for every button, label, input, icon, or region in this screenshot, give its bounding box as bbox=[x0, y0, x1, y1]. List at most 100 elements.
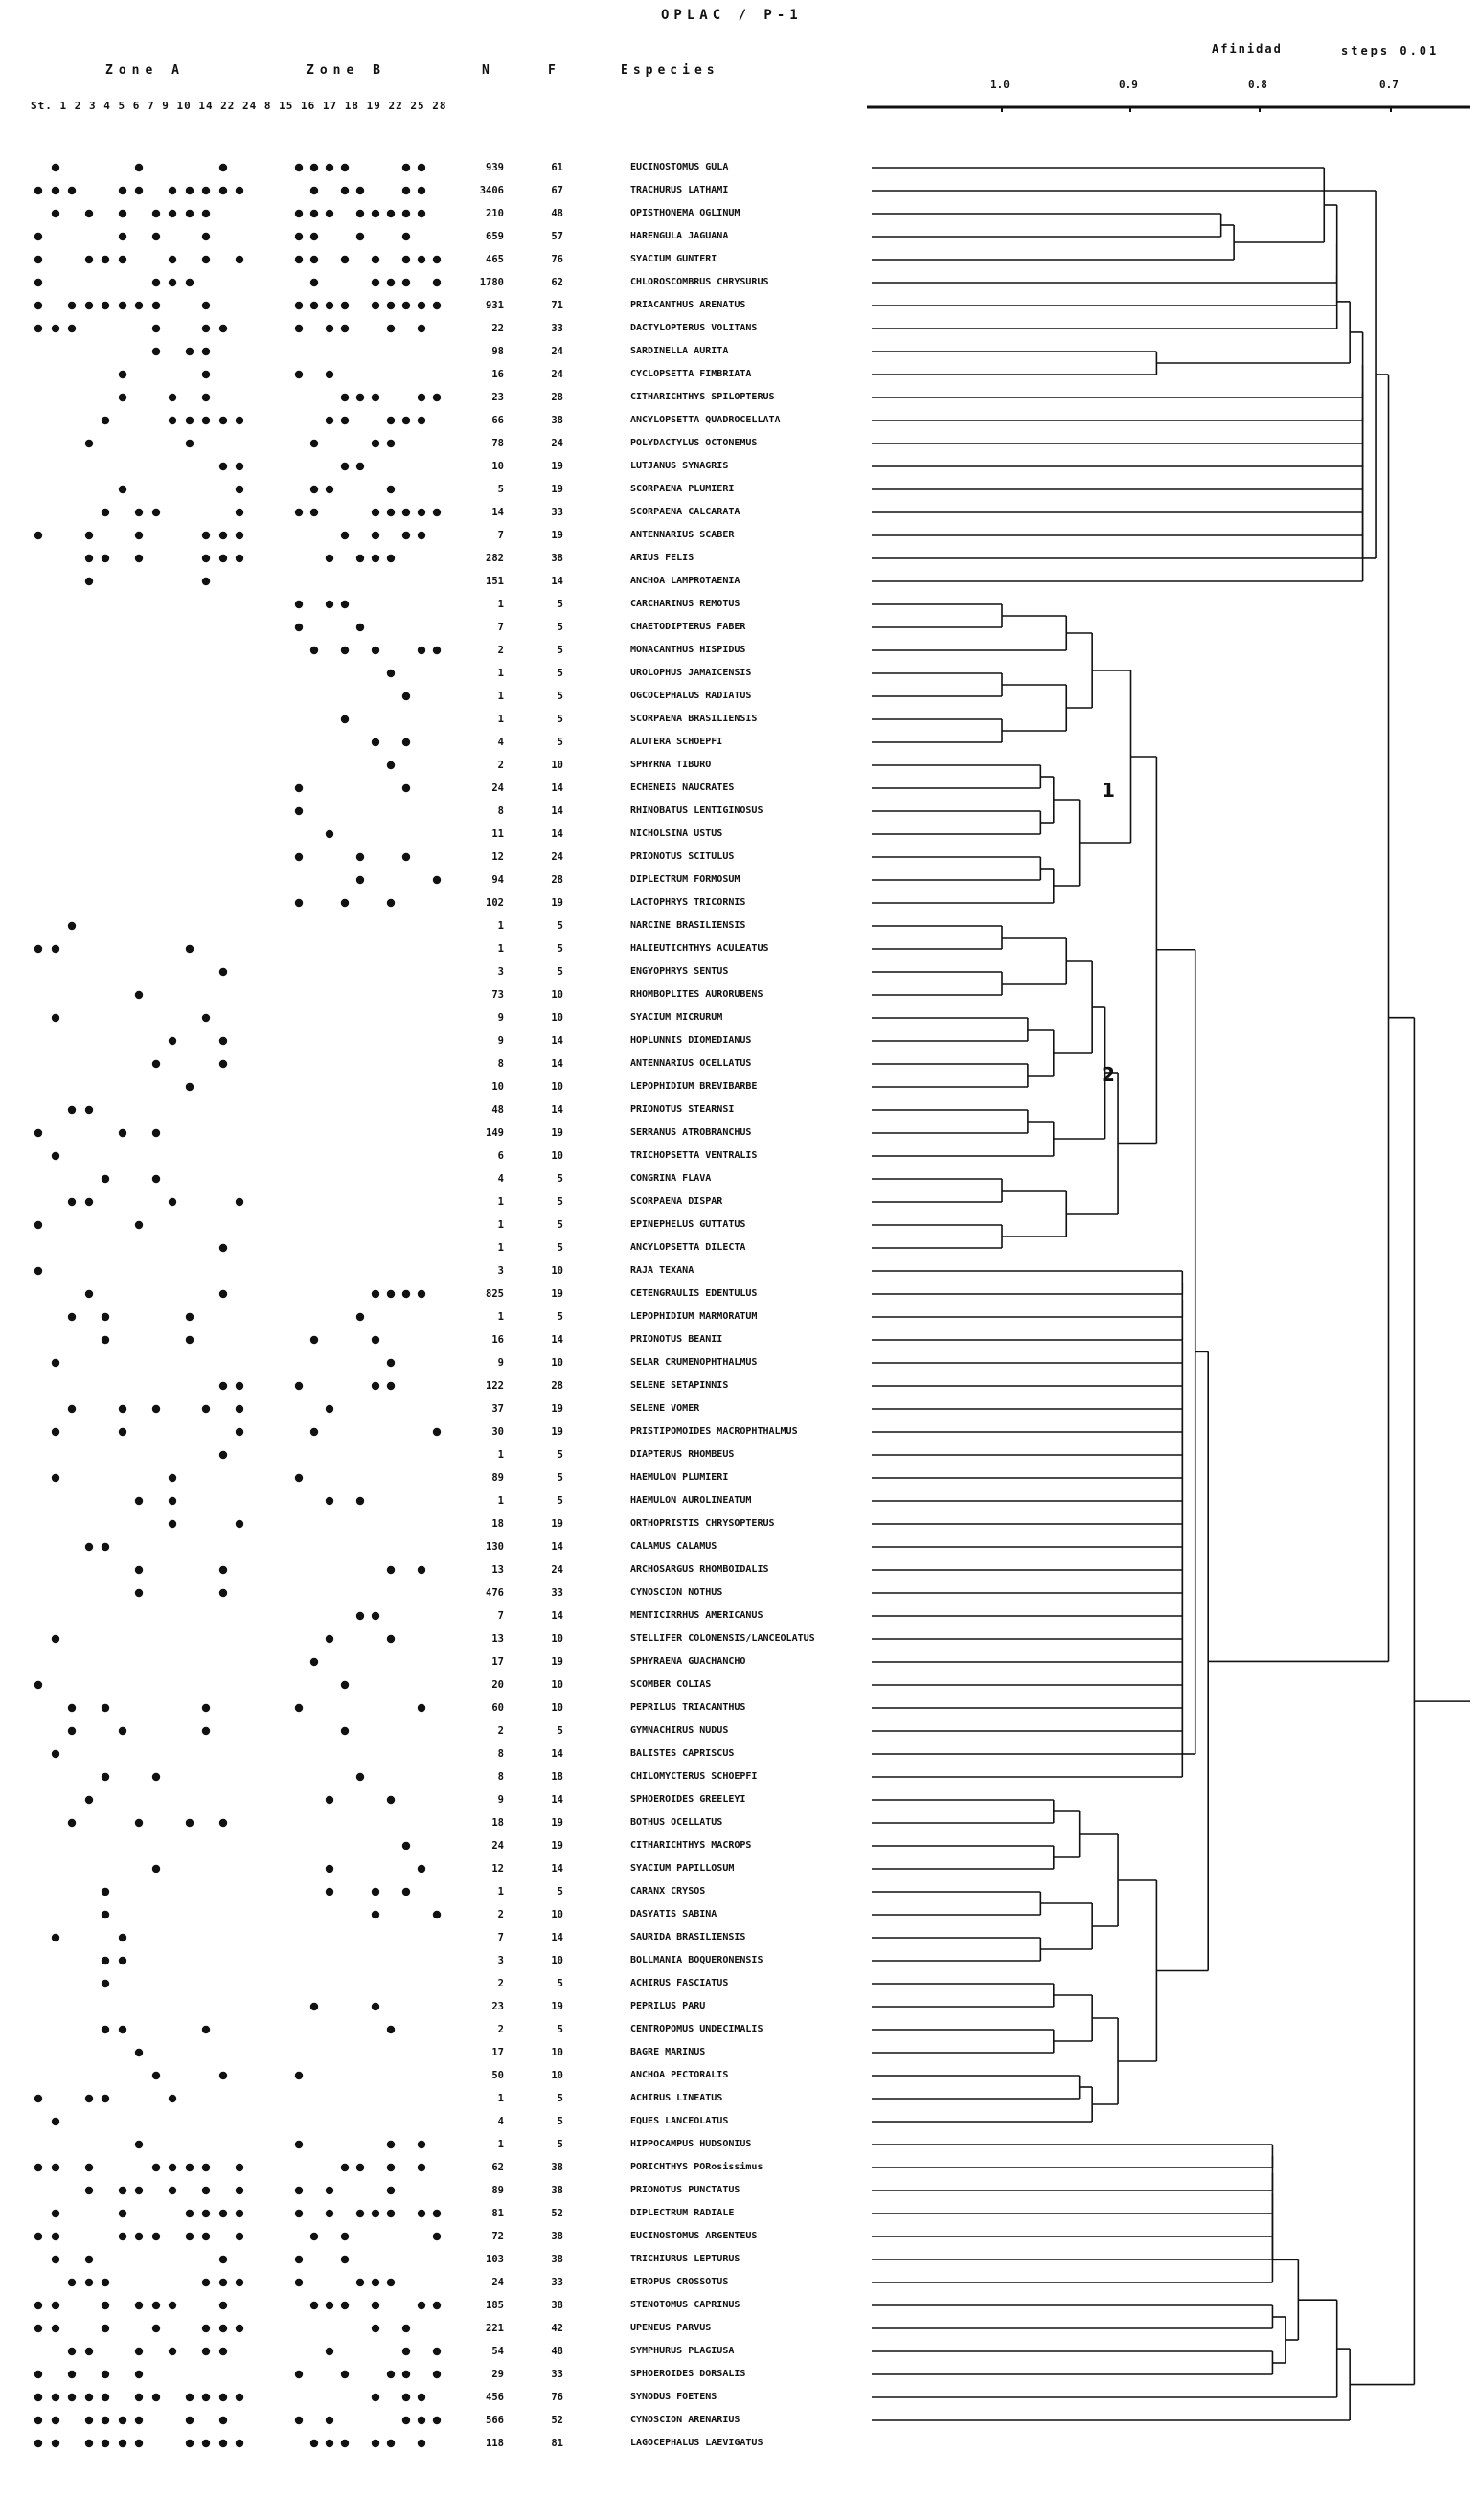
species-name: CHLOROSCOMBRUS CHRYSURUS bbox=[630, 277, 769, 287]
presence-dot bbox=[67, 921, 77, 931]
presence-dot bbox=[201, 232, 211, 241]
presence-dot bbox=[101, 2025, 110, 2034]
presence-dot bbox=[218, 1588, 228, 1598]
species-name: CYCLOPSETTA FIMBRIATA bbox=[630, 369, 752, 379]
presence-dot bbox=[309, 278, 319, 287]
presence-dot bbox=[151, 2393, 161, 2402]
frequency-f: 24 bbox=[551, 1564, 563, 1576]
affinity-header: Afinidad bbox=[1212, 42, 1283, 56]
species-name: OGCOCEPHALUS RADIATUS bbox=[630, 691, 752, 701]
species-name: SAURIDA BRASILIENSIS bbox=[630, 1932, 746, 1942]
presence-dot bbox=[340, 2163, 350, 2172]
presence-dot bbox=[51, 1749, 60, 1759]
presence-dot bbox=[386, 761, 396, 770]
species-name: HOPLUNNIS DIOMEDIANUS bbox=[630, 1035, 752, 1046]
presence-dot bbox=[401, 692, 411, 701]
count-n: 825 bbox=[486, 1288, 504, 1300]
presence-dot bbox=[185, 2209, 194, 2218]
presence-dot bbox=[67, 1105, 77, 1115]
presence-dot bbox=[218, 554, 228, 563]
frequency-f: 19 bbox=[551, 1127, 563, 1139]
presence-dot bbox=[201, 531, 211, 540]
count-n: 37 bbox=[491, 1403, 504, 1415]
presence-dot bbox=[34, 2324, 43, 2333]
count-n: 12 bbox=[491, 851, 504, 863]
presence-dot bbox=[294, 163, 304, 172]
frequency-f: 10 bbox=[551, 2070, 563, 2081]
presence-dot bbox=[84, 554, 94, 563]
presence-dot bbox=[151, 347, 161, 356]
presence-dot bbox=[386, 1795, 396, 1805]
presence-dot bbox=[417, 2140, 426, 2149]
count-n: 62 bbox=[491, 2162, 504, 2173]
presence-dot bbox=[51, 1013, 60, 1023]
species-name: SPHOEROIDES DORSALIS bbox=[630, 2369, 746, 2379]
frequency-f: 14 bbox=[551, 806, 563, 817]
presence-dot bbox=[401, 1887, 411, 1896]
presence-dot bbox=[134, 2232, 144, 2241]
presence-dot bbox=[201, 2025, 211, 2034]
count-n: 20 bbox=[491, 1679, 504, 1691]
presence-dot bbox=[325, 1887, 334, 1896]
presence-dot bbox=[235, 2278, 244, 2287]
presence-dot bbox=[401, 2393, 411, 2402]
presence-dot bbox=[218, 462, 228, 471]
frequency-f: 71 bbox=[551, 300, 563, 311]
presence-dot bbox=[84, 2347, 94, 2356]
presence-dot bbox=[294, 2255, 304, 2264]
count-n: 7 bbox=[497, 1610, 504, 1622]
presence-dot bbox=[417, 1565, 426, 1575]
presence-dot bbox=[201, 2278, 211, 2287]
count-n: 22 bbox=[491, 323, 504, 334]
species-name: LEPOPHIDIUM MARMORATUM bbox=[630, 1311, 758, 1322]
count-n: 13 bbox=[491, 1633, 504, 1645]
presence-dot bbox=[386, 209, 396, 218]
species-name: BAGRE MARINUS bbox=[630, 2047, 706, 2057]
presence-dot bbox=[34, 232, 43, 241]
species-name: NARCINE BRASILIENSIS bbox=[630, 920, 746, 931]
frequency-f: 14 bbox=[551, 829, 563, 840]
presence-dot bbox=[309, 232, 319, 241]
frequency-f: 5 bbox=[557, 1242, 563, 1254]
presence-dot bbox=[340, 2370, 350, 2379]
presence-dot bbox=[51, 1427, 60, 1437]
presence-dot bbox=[235, 1427, 244, 1437]
presence-dot bbox=[371, 209, 380, 218]
presence-dot bbox=[417, 1289, 426, 1299]
presence-dot bbox=[201, 255, 211, 264]
presence-dot bbox=[201, 2186, 211, 2195]
presence-dot bbox=[340, 462, 350, 471]
species-name: SPHOEROIDES GREELEYI bbox=[630, 1794, 746, 1805]
count-n: 23 bbox=[491, 2001, 504, 2012]
presence-dot bbox=[371, 255, 380, 264]
count-n: 931 bbox=[486, 300, 504, 311]
frequency-f: 10 bbox=[551, 2047, 563, 2058]
presence-dot bbox=[401, 2370, 411, 2379]
frequency-f: 19 bbox=[551, 1288, 563, 1300]
presence-dot bbox=[168, 393, 177, 402]
frequency-f: 24 bbox=[551, 851, 563, 863]
presence-dot bbox=[101, 2278, 110, 2287]
presence-dot bbox=[417, 324, 426, 333]
count-n: 2 bbox=[497, 760, 504, 771]
presence-dot bbox=[294, 2186, 304, 2195]
presence-dot bbox=[355, 554, 365, 563]
count-n: 149 bbox=[486, 1127, 504, 1139]
frequency-f: 10 bbox=[551, 1633, 563, 1645]
presence-dot bbox=[185, 2232, 194, 2241]
presence-dot bbox=[417, 2416, 426, 2425]
count-n: 98 bbox=[491, 346, 504, 357]
presence-dot bbox=[118, 1404, 127, 1414]
frequency-f: 14 bbox=[551, 1058, 563, 1070]
species-header: Especies bbox=[621, 63, 719, 78]
presence-dot bbox=[355, 1496, 365, 1506]
presence-dot bbox=[218, 1381, 228, 1391]
frequency-f: 38 bbox=[551, 415, 563, 426]
frequency-f: 5 bbox=[557, 920, 563, 932]
count-n: 13 bbox=[491, 1564, 504, 1576]
count-n: 1 bbox=[497, 691, 504, 702]
presence-dot bbox=[386, 2209, 396, 2218]
presence-dot bbox=[401, 1289, 411, 1299]
presence-dot bbox=[235, 2209, 244, 2218]
